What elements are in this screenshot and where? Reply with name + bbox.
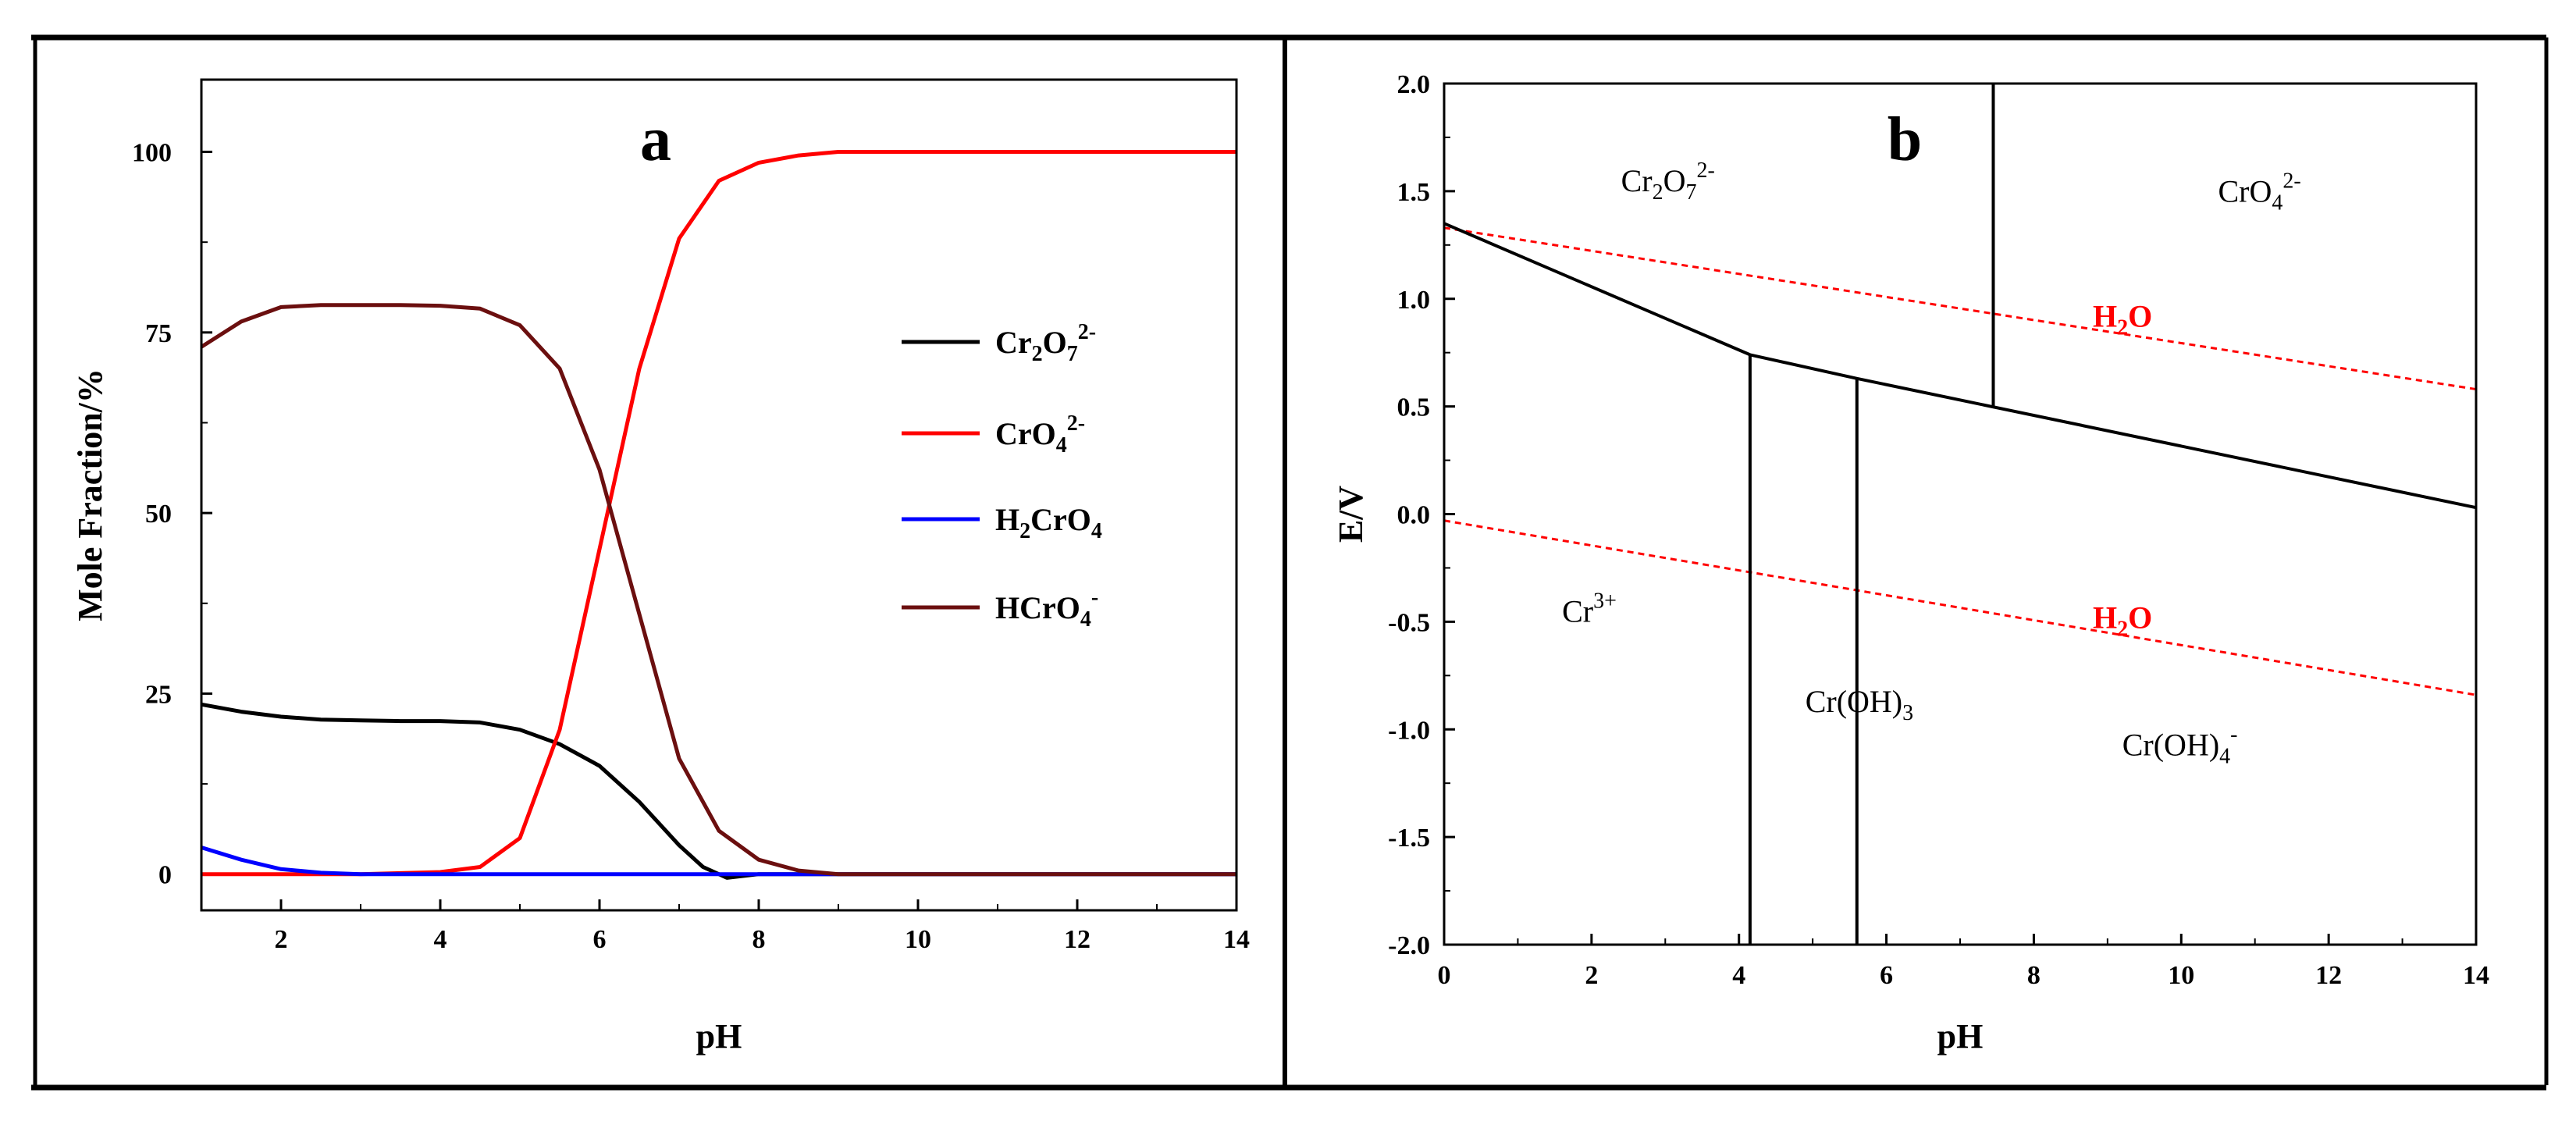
y-axis-label: Mole Fraction/% [71, 368, 109, 621]
legend-label-0: Cr2O72- [995, 320, 1096, 366]
x-tick-label: 10 [2168, 961, 2194, 990]
y-tick-label: 1.5 [1397, 178, 1431, 207]
legend-label-2: H2CrO4 [995, 502, 1102, 543]
y-tick-label: 50 [145, 500, 172, 529]
x-tick-label: 4 [1732, 961, 1745, 990]
series-line-0 [201, 702, 1236, 880]
legend-label-3: HCrO4- [995, 586, 1098, 632]
x-axis-label: pH [1937, 1017, 1984, 1056]
region-label-0: Cr2O72- [1621, 158, 1715, 205]
panel-a: 2 4 6 8 10 12 14 0 25 50 75 100 pH Mole Fraction/% a Cr… [71, 78, 1250, 1056]
y-tick-label: 100 [132, 139, 172, 168]
region-label-4: Cr(OH)4- [2122, 722, 2238, 768]
series-line-3 [200, 303, 1236, 877]
x-tick-label: 6 [593, 925, 607, 954]
region-label-2: Cr3+ [1562, 589, 1617, 628]
y-tick-label: 75 [145, 319, 172, 348]
x-tick-label: 12 [1064, 925, 1091, 954]
x-tick-label: 14 [1223, 925, 1250, 954]
boundary-line-0 [1443, 222, 2477, 510]
plot-frame [200, 78, 1238, 912]
y-tick-label: 1.0 [1397, 286, 1431, 315]
y-axis-label: E/V [1332, 486, 1370, 543]
water-label-0: H2O [2093, 299, 2152, 340]
x-tick-label: 2 [275, 925, 288, 954]
x-tick-label: 8 [753, 925, 766, 954]
x-tick-label: 4 [434, 925, 447, 954]
y-tick-label: 25 [145, 680, 172, 709]
y-tick-label: 0.0 [1397, 501, 1431, 530]
y-tick-label: -0.5 [1388, 608, 1430, 637]
y-tick-label: 0.5 [1397, 393, 1431, 422]
water-label-1: H2O [2093, 600, 2152, 642]
panel-label-a: a [640, 105, 671, 174]
region-label-3: Cr(OH)3 [1806, 684, 1913, 725]
x-tick-label: 0 [1438, 961, 1451, 990]
panel-b: 0 2 4 6 8 10 12 14 2.0 1.5 1.0 0.5 0.0 -0.5 -1.0 -1.5 -2… [1332, 70, 2489, 1056]
y-tick-label: -2.0 [1388, 931, 1430, 960]
plot-frame [1443, 82, 2478, 946]
x-tick-label: 2 [1585, 961, 1598, 990]
y-tick-label: 0 [158, 861, 172, 890]
x-tick-label: 8 [2027, 961, 2041, 990]
water-line-upper [1443, 226, 2477, 391]
y-tick-label: 2.0 [1397, 70, 1431, 99]
panel-label-b: b [1888, 105, 1923, 174]
y-tick-label: -1.0 [1388, 716, 1430, 745]
x-tick-label: 14 [2463, 961, 2489, 990]
x-tick-label: 12 [2315, 961, 2342, 990]
x-axis-label: pH [696, 1017, 742, 1056]
legend-label-1: CrO42- [995, 411, 1085, 457]
x-tick-label: 6 [1880, 961, 1893, 990]
x-tick-label: 10 [905, 925, 931, 954]
series-line-2 [201, 846, 1236, 877]
y-tick-label: -1.5 [1388, 824, 1430, 853]
region-label-1: CrO42- [2218, 169, 2301, 215]
